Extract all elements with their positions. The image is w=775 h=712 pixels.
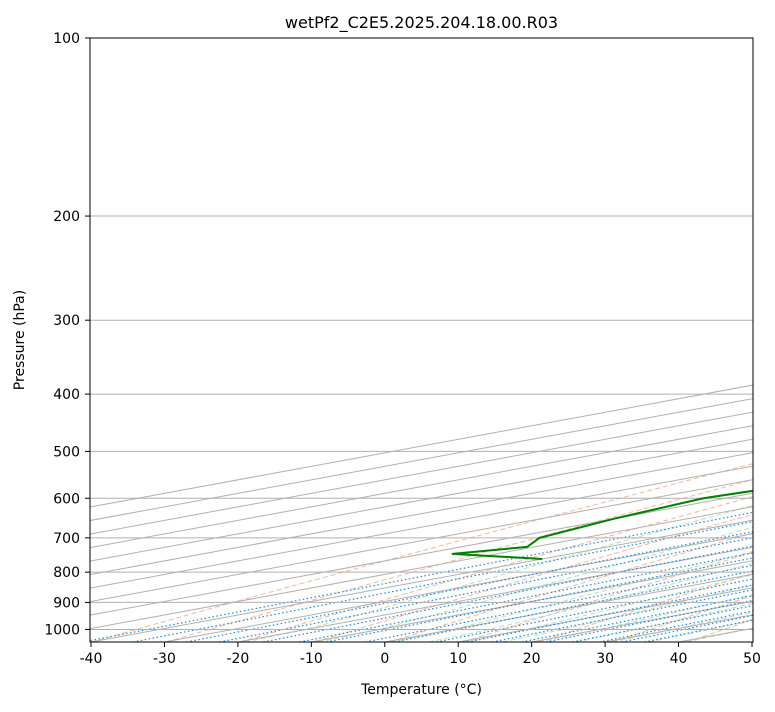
moist-adiabat-line bbox=[612, 611, 753, 642]
x-tick-label: 30 bbox=[596, 651, 614, 667]
isotherm-line bbox=[90, 465, 753, 589]
isotherm-line bbox=[751, 641, 753, 642]
y-tick-label: 500 bbox=[53, 444, 80, 460]
plot-frame bbox=[89, 37, 754, 643]
moist-adiabat-line bbox=[502, 584, 753, 642]
moist-adiabat-line bbox=[575, 602, 753, 642]
profile-series bbox=[451, 489, 753, 560]
dewpoint-line bbox=[451, 489, 753, 560]
moist-adiabat-line bbox=[685, 627, 753, 642]
y-tick-label: 600 bbox=[53, 491, 80, 507]
y-tick-label: 700 bbox=[53, 531, 80, 547]
x-tick-label: 10 bbox=[449, 651, 467, 667]
isotherm-line bbox=[164, 533, 753, 642]
background-lines bbox=[90, 25, 775, 642]
dry-adiabat-line bbox=[91, 463, 753, 642]
dry-adiabat-line bbox=[762, 25, 775, 642]
isotherm-line bbox=[90, 519, 753, 642]
x-tick-label: 50 bbox=[743, 651, 761, 667]
isotherm-line bbox=[90, 425, 753, 549]
isotherm-line bbox=[237, 546, 753, 642]
x-tick-label: -20 bbox=[226, 651, 249, 667]
dry-adiabat-line bbox=[314, 513, 753, 642]
moist-adiabat-line bbox=[245, 504, 753, 642]
dry-adiabat-line bbox=[538, 572, 753, 642]
dry-adiabat-line bbox=[463, 551, 753, 642]
chart-title: wetPf2_C2E5.2025.204.18.00.R03 bbox=[285, 13, 558, 33]
y-tick-label: 900 bbox=[53, 595, 80, 611]
x-tick-label: 20 bbox=[523, 651, 541, 667]
x-axis-label: Temperature (°C) bbox=[360, 682, 482, 698]
x-tick-label: -30 bbox=[153, 651, 176, 667]
mixing-ratio-line bbox=[521, 594, 753, 642]
moist-adiabat-line bbox=[465, 574, 753, 642]
mixing-ratio-line bbox=[299, 552, 753, 642]
y-tick-label: 800 bbox=[53, 565, 80, 581]
isotherm-line bbox=[90, 452, 753, 576]
y-tick-label: 200 bbox=[53, 209, 80, 225]
isotherm-line bbox=[90, 479, 753, 603]
mixing-ratio-line bbox=[326, 557, 753, 642]
y-tick-label: 300 bbox=[53, 313, 80, 329]
y-tick-label: 400 bbox=[53, 387, 80, 403]
isotherm-line bbox=[90, 492, 753, 616]
y-tick-label: 1000 bbox=[44, 622, 80, 638]
y-tick-label: 100 bbox=[53, 31, 80, 47]
isotherm-line bbox=[90, 506, 753, 630]
moist-adiabat-line bbox=[428, 562, 753, 642]
mixing-ratio-line bbox=[219, 537, 753, 642]
dry-adiabat-line bbox=[165, 479, 753, 642]
isotherm-line bbox=[531, 600, 753, 642]
isotherm-line bbox=[90, 438, 753, 562]
x-tick-label: 40 bbox=[670, 651, 688, 667]
moist-adiabat-line bbox=[318, 526, 753, 642]
pressure-gridlines bbox=[90, 38, 753, 630]
mixing-ratio-line bbox=[436, 578, 753, 642]
dry-adiabat-line bbox=[687, 618, 753, 642]
mixing-ratio-line bbox=[90, 511, 753, 642]
mixing-ratio-line bbox=[394, 570, 753, 642]
x-tick-label: 0 bbox=[380, 651, 389, 667]
dry-adiabat-line bbox=[612, 594, 753, 642]
isotherm-line bbox=[311, 560, 753, 642]
axes: -40 -30 -20 -10 0 10 20 30 40 50 100 200 300 400 500 60… bbox=[44, 31, 761, 667]
mixing-ratio-line bbox=[132, 520, 753, 642]
y-axis-label: Pressure (hPa) bbox=[12, 290, 28, 390]
x-tick-label: -10 bbox=[300, 651, 323, 667]
mixing-ratio-line bbox=[263, 545, 753, 642]
isotherm-line bbox=[384, 573, 753, 642]
x-tick-label: -40 bbox=[80, 651, 103, 667]
mixing-ratio-line bbox=[365, 564, 753, 642]
